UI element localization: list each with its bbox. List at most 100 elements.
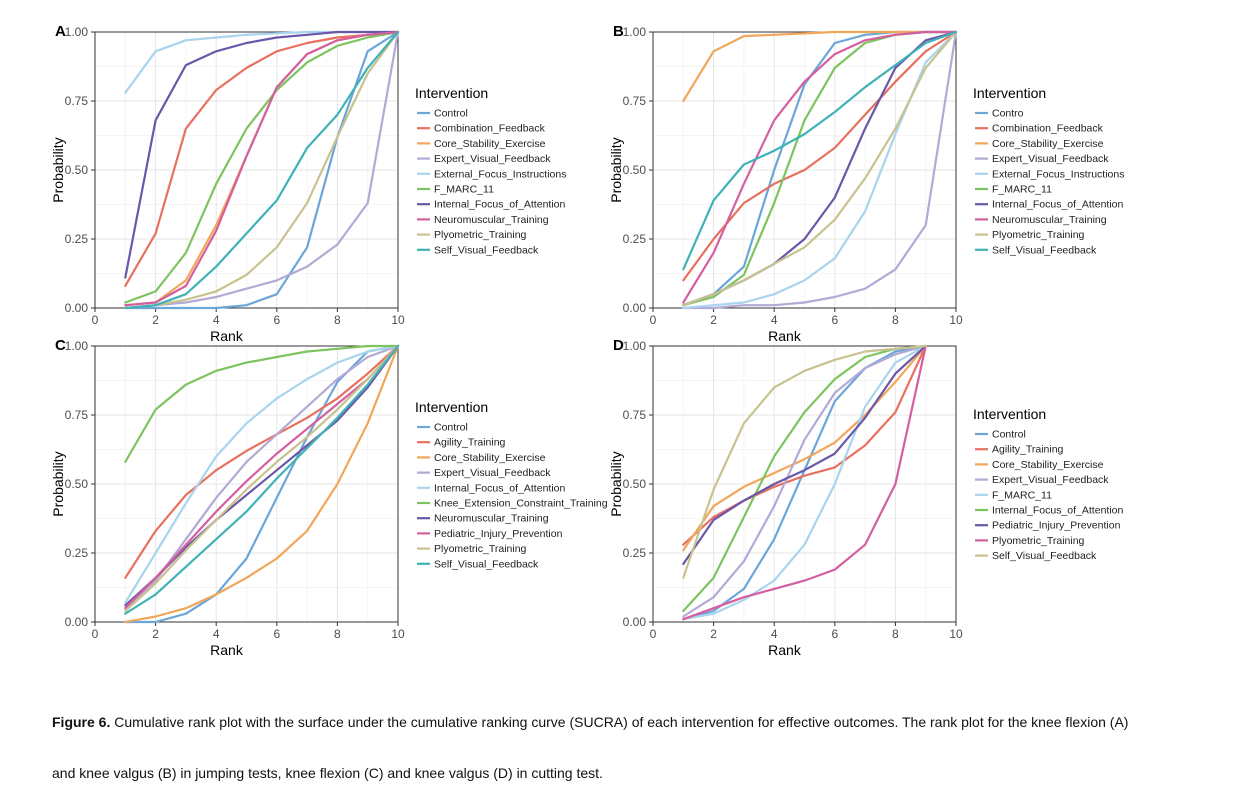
legend-label: F_MARC_11 <box>992 489 1052 501</box>
y-tick-label: 0.00 <box>65 615 89 629</box>
legend-label: Expert_Visual_Feedback <box>992 474 1109 486</box>
legend-label: Combination_Feedback <box>992 123 1104 135</box>
legend-label: External_Focus_Instructions <box>992 168 1124 180</box>
series-line-expert-visual-feedback <box>682 30 958 310</box>
y-tick-label: 0.00 <box>65 301 89 315</box>
plot-border <box>652 345 957 623</box>
legend-title: Intervention <box>973 85 1046 101</box>
y-tick-label: 1.00 <box>65 25 89 39</box>
legend-label: Self_Visual_Feedback <box>434 244 539 256</box>
series-line-core-stability-exercise <box>682 30 958 103</box>
series-line-neuromuscular-training <box>124 30 400 307</box>
legend-label: Plyometric_Training <box>434 543 527 555</box>
series-line-self-visual-feedback <box>682 30 958 271</box>
figure-caption-line-1: Figure 6. Cumulative rank plot with the … <box>52 714 1202 730</box>
y-tick-label: 0.00 <box>623 615 647 629</box>
panel-label: B <box>613 23 624 40</box>
y-tick-label: 0.75 <box>623 408 647 422</box>
plot-border <box>94 345 399 623</box>
series-line-control <box>124 30 400 310</box>
legend-label: Expert_Visual_Feedback <box>434 467 551 479</box>
x-tick-label: 2 <box>710 313 717 327</box>
series-line-f-marc-11 <box>682 344 927 621</box>
x-axis-title: Rank <box>768 328 802 344</box>
legend-label: Core_Stability_Exercise <box>992 138 1104 150</box>
y-tick-label: 0.75 <box>65 408 89 422</box>
series-line-self-visual-feedback <box>682 344 927 579</box>
plot-border <box>94 31 399 309</box>
legend-label: Pediatric_Injury_Prevention <box>992 520 1121 532</box>
x-tick-label: 8 <box>892 627 899 641</box>
series-line-plyometric-training <box>124 344 400 613</box>
y-tick-label: 0.00 <box>623 301 647 315</box>
y-tick-label: 0.25 <box>623 232 647 246</box>
series-line-plyometric-training <box>682 344 927 621</box>
legend-label: Neuromuscular_Training <box>434 513 549 525</box>
series-line-contro <box>682 30 958 307</box>
y-tick-label: 0.25 <box>623 546 647 560</box>
legend-title: Intervention <box>415 399 488 415</box>
y-axis-title: Probability <box>608 451 624 516</box>
y-tick-label: 0.25 <box>65 546 89 560</box>
y-tick-label: 0.50 <box>623 163 647 177</box>
x-tick-label: 2 <box>152 313 159 327</box>
y-tick-label: 0.75 <box>623 94 647 108</box>
legend-label: Control <box>434 108 468 120</box>
series-line-combination-feedback <box>124 30 400 287</box>
panel-a: A 0 2 4 6 8 10 0.00 0.25 0.50 0.75 1.00 Rank Probabil… <box>50 23 566 344</box>
x-tick-label: 8 <box>334 313 341 327</box>
legend-label: Internal_Focus_of_Attention <box>992 505 1123 517</box>
x-tick-label: 4 <box>213 313 220 327</box>
legend-title: Intervention <box>415 85 488 101</box>
x-tick-label: 6 <box>831 627 838 641</box>
series-line-expert-visual-feedback <box>124 30 400 310</box>
legend-label: Expert_Visual_Feedback <box>992 153 1109 165</box>
y-axis-title: Probability <box>50 137 66 202</box>
series-line-core-stability-exercise <box>682 344 927 552</box>
legend-label: Neuromuscular_Training <box>992 214 1107 226</box>
legend-label: Control <box>434 422 468 434</box>
caption-text-1: Cumulative rank plot with the surface un… <box>114 714 1129 730</box>
legend-label: Knee_Extension_Constraint_Training <box>434 498 608 510</box>
x-tick-label: 10 <box>391 313 405 327</box>
series-line-internal-focus-of-attention <box>682 344 927 613</box>
y-tick-label: 1.00 <box>623 339 647 353</box>
panel-label: D <box>613 337 624 354</box>
x-axis-title: Rank <box>210 328 244 344</box>
y-tick-label: 0.75 <box>65 94 89 108</box>
series-line-pediatric-injury-prevention <box>124 344 400 610</box>
x-tick-label: 2 <box>710 627 717 641</box>
x-tick-label: 6 <box>273 313 280 327</box>
series-line-expert-visual-feedback <box>682 344 927 618</box>
series-line-f-marc-11 <box>124 30 400 304</box>
legend-label: Combination_Feedback <box>434 123 546 135</box>
panel-b: B 0 2 4 6 8 10 0.00 0.25 0.50 0.75 1.00 Rank Probabil… <box>608 23 1124 344</box>
panel-label: A <box>55 23 66 40</box>
legend-label: Neuromuscular_Training <box>434 214 549 226</box>
y-tick-label: 0.25 <box>65 232 89 246</box>
x-tick-label: 10 <box>949 627 963 641</box>
series-line-internal-focus-of-attention <box>682 30 958 307</box>
series-line-agility-training <box>124 344 400 579</box>
legend-label: External_Focus_Instructions <box>434 168 566 180</box>
series-line-self-visual-feedback <box>124 344 400 615</box>
x-tick-label: 4 <box>771 627 778 641</box>
x-tick-label: 4 <box>771 313 778 327</box>
x-tick-label: 8 <box>892 313 899 327</box>
x-tick-label: 0 <box>650 313 657 327</box>
x-tick-label: 0 <box>92 627 99 641</box>
y-axis-title: Probability <box>608 137 624 202</box>
legend-label: Plyometric_Training <box>992 535 1085 547</box>
legend-label: F_MARC_11 <box>992 184 1052 196</box>
plot-border <box>652 31 957 309</box>
legend-label: F_MARC_11 <box>434 184 494 196</box>
series-line-pediatric-injury-prevention <box>682 344 927 566</box>
x-tick-label: 10 <box>391 627 405 641</box>
legend-label: Self_Visual_Feedback <box>992 244 1097 256</box>
series-line-self-visual-feedback <box>124 30 400 310</box>
x-tick-label: 0 <box>92 313 99 327</box>
legend-label: Plyometric_Training <box>434 229 527 241</box>
legend-label: Internal_Focus_of_Attention <box>992 199 1123 211</box>
y-tick-label: 0.50 <box>65 163 89 177</box>
x-tick-label: 2 <box>152 627 159 641</box>
